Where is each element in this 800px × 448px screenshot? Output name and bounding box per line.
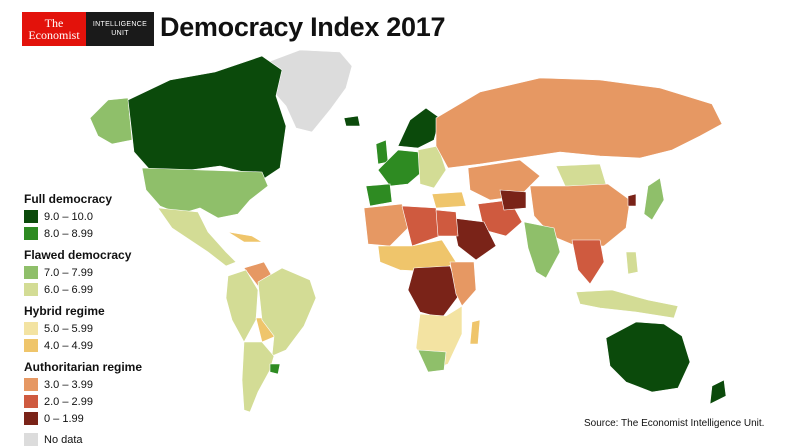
region-madagascar xyxy=(469,319,481,345)
map-legend: Full democracy 9.0 – 10.0 8.0 – 8.99 Fla… xyxy=(24,186,204,448)
region-saudi-arabia xyxy=(451,217,497,261)
region-uk xyxy=(375,139,389,165)
region-usa xyxy=(141,167,269,219)
legend-label: 4.0 – 4.99 xyxy=(44,339,93,352)
legend-heading: Authoritarian regime xyxy=(24,360,143,374)
legend-item: 7.0 – 7.99 xyxy=(24,264,204,281)
logo-line-1: The xyxy=(44,16,64,30)
region-japan xyxy=(643,177,665,221)
legend-group-flawed: Flawed democracy 7.0 – 7.99 6.0 – 6.99 xyxy=(24,248,204,298)
legend-swatch xyxy=(24,322,38,335)
legend-item: 4.0 – 4.99 xyxy=(24,337,204,354)
legend-label: 5.0 – 5.99 xyxy=(44,322,93,335)
legend-group-full: Full democracy 9.0 – 10.0 8.0 – 8.99 xyxy=(24,192,204,242)
legend-swatch xyxy=(24,266,38,279)
region-mexico xyxy=(157,207,237,267)
legend-item: 9.0 – 10.0 xyxy=(24,208,204,225)
economist-logo-red: The Economist xyxy=(22,12,86,46)
region-canada xyxy=(127,55,287,181)
legend-item: 5.0 – 5.99 xyxy=(24,320,204,337)
region-turkey xyxy=(431,191,467,209)
region-russia xyxy=(435,77,723,169)
region-iberia xyxy=(365,183,393,207)
legend-heading: Hybrid regime xyxy=(24,304,105,318)
legend-label: 8.0 – 8.99 xyxy=(44,227,93,240)
legend-swatch xyxy=(24,412,38,425)
legend-item: 3.0 – 3.99 xyxy=(24,376,204,393)
legend-group-authoritarian: Authoritarian regime 3.0 – 3.99 2.0 – 2.… xyxy=(24,360,204,427)
region-indonesia xyxy=(575,289,679,319)
region-greenland xyxy=(267,49,353,133)
legend-label: 6.0 – 6.99 xyxy=(44,283,93,296)
region-algeria-libya xyxy=(401,205,441,247)
legend-label: 2.0 – 2.99 xyxy=(44,395,93,408)
legend-swatch xyxy=(24,283,38,296)
legend-swatch xyxy=(24,227,38,240)
region-east-africa xyxy=(449,261,477,307)
legend-swatch xyxy=(24,339,38,352)
region-new-zealand xyxy=(709,379,727,405)
region-scandinavia xyxy=(397,107,441,149)
economist-logo: The Economist INTELLIGENCE UNIT xyxy=(22,12,154,46)
legend-label: 3.0 – 3.99 xyxy=(44,378,93,391)
unit-line-2: UNIT xyxy=(111,30,129,37)
region-north-africa-west xyxy=(363,203,411,247)
legend-item: 6.0 – 6.99 xyxy=(24,281,204,298)
region-uruguay xyxy=(269,363,281,375)
region-india xyxy=(523,221,561,279)
legend-heading: Flawed democracy xyxy=(24,248,132,262)
region-australia xyxy=(605,321,691,393)
legend-swatch xyxy=(24,378,38,391)
region-north-korea xyxy=(627,193,637,207)
legend-label: 9.0 – 10.0 xyxy=(44,210,93,223)
logo-line-2: Economist xyxy=(28,28,80,42)
legend-item: 0 – 1.99 xyxy=(24,410,204,427)
legend-heading: Full democracy xyxy=(24,192,113,206)
region-afghanistan xyxy=(499,189,527,211)
intelligence-unit-logo: INTELLIGENCE UNIT xyxy=(86,12,154,46)
region-southeast-asia xyxy=(571,239,605,285)
legend-item: 2.0 – 2.99 xyxy=(24,393,204,410)
page-title: Democracy Index 2017 xyxy=(160,12,446,42)
legend-item: 8.0 – 8.99 xyxy=(24,225,204,242)
region-southern-cone xyxy=(241,341,275,413)
region-alaska xyxy=(89,97,133,145)
region-south-africa xyxy=(417,349,447,373)
region-andes xyxy=(225,269,259,343)
region-eastern-europe xyxy=(417,145,447,189)
legend-group-hybrid: Hybrid regime 5.0 – 5.99 4.0 – 4.99 xyxy=(24,304,204,354)
region-iceland xyxy=(343,115,361,127)
region-caribbean xyxy=(227,231,264,243)
source-note: Source: The Economist Intelligence Unit. xyxy=(584,418,765,429)
unit-line-1: INTELLIGENCE xyxy=(92,21,148,28)
legend-swatch xyxy=(24,395,38,408)
region-brazil xyxy=(257,267,317,357)
legend-label: 0 – 1.99 xyxy=(44,412,84,425)
legend-swatch xyxy=(24,210,38,223)
region-philippines xyxy=(625,251,639,275)
region-egypt xyxy=(435,209,459,237)
legend-label: 7.0 – 7.99 xyxy=(44,266,93,279)
